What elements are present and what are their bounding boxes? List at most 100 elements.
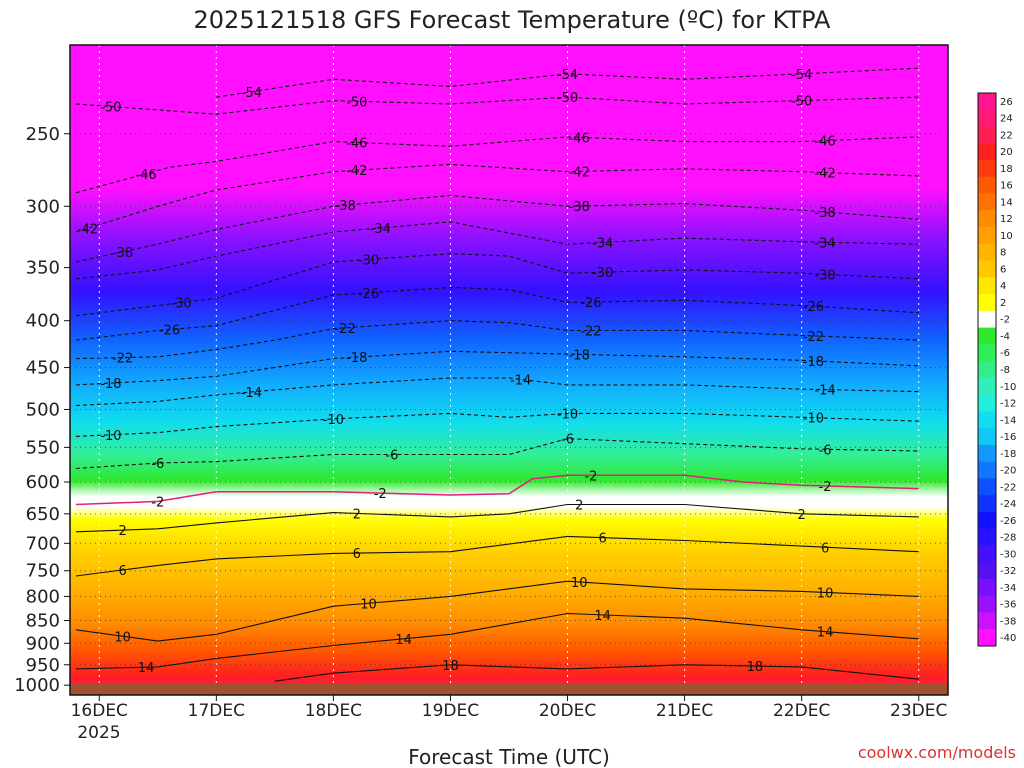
contour-label--46: -46 bbox=[569, 131, 590, 146]
colorbar-label: -22 bbox=[1000, 482, 1016, 493]
contour-label--50: -50 bbox=[100, 101, 121, 116]
contour-label--34: -34 bbox=[592, 236, 613, 251]
contour-label--2: -2 bbox=[374, 487, 387, 502]
contour-label-2: 2 bbox=[119, 524, 127, 539]
contour-label-2: 2 bbox=[575, 499, 583, 514]
contour-label-6: 6 bbox=[353, 547, 361, 562]
colorbar-swatch--2 bbox=[978, 310, 996, 329]
x-tick-label: 18DEC bbox=[305, 701, 362, 721]
contour-label--54: -54 bbox=[791, 68, 812, 83]
contour-label--2: -2 bbox=[584, 469, 597, 484]
contour-label--34: -34 bbox=[370, 222, 391, 237]
colorbar-label: 6 bbox=[1000, 264, 1006, 275]
y-tick-label: 800 bbox=[26, 586, 60, 607]
contour-label-18: 18 bbox=[747, 660, 764, 675]
colorbar-label: 2 bbox=[1000, 298, 1006, 309]
contour-label--26: -26 bbox=[159, 324, 180, 339]
x-tick-label: 22DEC bbox=[773, 701, 830, 721]
contour-label-10: 10 bbox=[360, 597, 377, 612]
colorbar-label: -6 bbox=[1000, 348, 1010, 359]
contour-label--38: -38 bbox=[814, 206, 835, 221]
contour-label--30: -30 bbox=[171, 297, 192, 312]
y-tick-label: 600 bbox=[26, 472, 60, 493]
colorbar-swatch--40 bbox=[978, 629, 996, 647]
contour-label--38: -38 bbox=[112, 246, 133, 261]
colorbar-swatch--18 bbox=[978, 444, 996, 463]
contours: -54-54 -54-50 -50 -50 -50-46-46 -46 -46-42-42-… bbox=[75, 67, 919, 682]
colorbar-swatch-26 bbox=[978, 93, 996, 111]
contour-label--18: -18 bbox=[803, 355, 824, 370]
colorbar-swatch--20 bbox=[978, 461, 996, 479]
contour-label--10: -10 bbox=[323, 413, 344, 428]
colorbar-swatch--30 bbox=[978, 545, 996, 563]
contour-label--50: -50 bbox=[346, 95, 367, 110]
contour-label--42: -42 bbox=[77, 222, 98, 237]
colorbar-label: 14 bbox=[1000, 197, 1013, 208]
y-tick-label: 500 bbox=[26, 399, 60, 420]
colorbar-label: 8 bbox=[1000, 248, 1006, 259]
contour-line--26 bbox=[75, 286, 919, 341]
contour-label--54: -54 bbox=[241, 86, 262, 101]
contour-label--6: -6 bbox=[151, 457, 164, 472]
colorbar-label: -24 bbox=[1000, 499, 1016, 510]
colorbar-label: -40 bbox=[1000, 633, 1016, 644]
contour-label--14: -14 bbox=[510, 373, 531, 388]
contour-label--14: -14 bbox=[241, 386, 262, 401]
colorbar-swatch-6 bbox=[978, 260, 996, 278]
colorbar-label: -26 bbox=[1000, 516, 1016, 527]
contour-label--30: -30 bbox=[592, 266, 613, 281]
contour-label-18: 18 bbox=[442, 659, 459, 674]
contour-line--18 bbox=[75, 350, 919, 386]
colorbar-swatch-12 bbox=[978, 210, 996, 228]
x-tick-label: 17DEC bbox=[188, 701, 245, 721]
y-tick-label: 900 bbox=[26, 633, 60, 654]
colorbar-label: 12 bbox=[1000, 214, 1013, 225]
contour-line-10 bbox=[75, 580, 919, 642]
contour-line--22 bbox=[75, 320, 919, 360]
contour-label--46: -46 bbox=[346, 137, 367, 152]
contour-line--30 bbox=[75, 253, 919, 317]
colorbar-swatch-24 bbox=[978, 109, 996, 128]
contour-label--22: -22 bbox=[803, 330, 824, 345]
y-tick-label: 400 bbox=[26, 311, 60, 332]
contour-line--38 bbox=[75, 194, 919, 263]
colorbar-label: -28 bbox=[1000, 533, 1016, 544]
contour-label--50: -50 bbox=[557, 91, 578, 106]
plot-frame bbox=[69, 44, 949, 696]
x-tick-label: 19DEC bbox=[422, 701, 479, 721]
ground bbox=[70, 684, 948, 695]
contour-label--22: -22 bbox=[334, 322, 355, 337]
colorbar-swatch--32 bbox=[978, 562, 996, 580]
y-tick-label: 750 bbox=[26, 561, 60, 582]
contour-line-14 bbox=[75, 612, 919, 670]
y-tick-label: 650 bbox=[26, 504, 60, 525]
contour-line-2 bbox=[75, 503, 919, 533]
colorbar-label: -30 bbox=[1000, 549, 1016, 560]
contour-label-6: 6 bbox=[599, 532, 607, 547]
colorbar-swatch--12 bbox=[978, 394, 996, 412]
colorbar-swatch--26 bbox=[978, 511, 996, 530]
colorbar-swatch--14 bbox=[978, 411, 996, 429]
contour-line--46 bbox=[75, 136, 919, 194]
x-tick-label: 21DEC bbox=[656, 701, 713, 721]
colorbar-label: 4 bbox=[1000, 281, 1006, 292]
colorbar-label: -2 bbox=[1000, 315, 1010, 326]
y-tick-label: 550 bbox=[26, 437, 60, 458]
colorbar-swatch-10 bbox=[978, 227, 996, 245]
colorbar-swatch-4 bbox=[978, 277, 996, 295]
y-tick-label: 250 bbox=[26, 124, 60, 145]
colorbar-label: -10 bbox=[1000, 382, 1016, 393]
contour-label--46: -46 bbox=[814, 135, 835, 150]
colorbar-swatch--28 bbox=[978, 528, 996, 546]
contour-label--30: -30 bbox=[358, 253, 379, 268]
colorbar-swatch--16 bbox=[978, 428, 996, 446]
contour-label-10: 10 bbox=[114, 630, 131, 645]
colorbar-swatch--10 bbox=[978, 377, 996, 396]
colorbar-swatch-16 bbox=[978, 176, 996, 195]
contour-label--26: -26 bbox=[580, 296, 601, 311]
colorbar-swatch--36 bbox=[978, 595, 996, 613]
contour-label--10: -10 bbox=[557, 407, 578, 422]
contour-line-6 bbox=[75, 535, 919, 577]
colorbar-swatch-8 bbox=[978, 243, 996, 262]
credit-text[interactable]: coolwx.com/models bbox=[858, 743, 1016, 762]
